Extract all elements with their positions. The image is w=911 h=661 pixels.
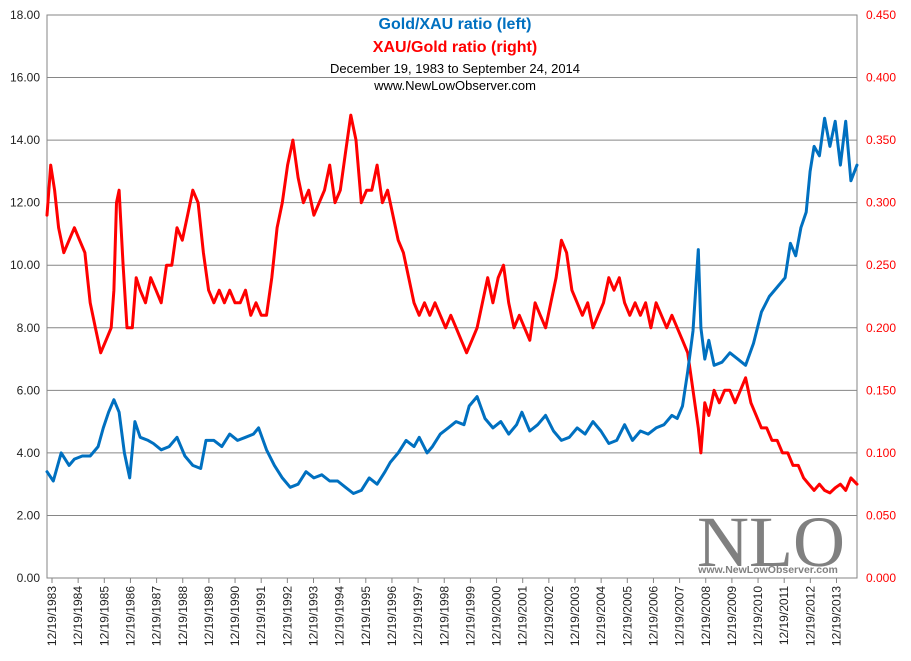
x-tick-label: 12/19/1983: [45, 586, 59, 646]
x-tick-label: 12/19/2004: [594, 586, 608, 646]
x-tick-label: 12/19/2005: [620, 586, 634, 646]
x-tick-label: 12/19/1997: [411, 586, 425, 646]
left-tick-label: 6.00: [17, 383, 41, 397]
right-tick-label: 0.350: [866, 133, 896, 147]
x-tick-label: 12/19/2007: [673, 586, 687, 646]
right-tick-label: 0.000: [866, 571, 896, 585]
x-tick-label: 12/19/2009: [725, 586, 739, 646]
left-tick-label: 14.00: [10, 133, 40, 147]
date-range: December 19, 1983 to September 24, 2014: [330, 61, 580, 76]
x-tick-label: 12/19/1991: [254, 586, 268, 646]
x-tick-label: 12/19/2008: [699, 586, 713, 646]
nlo-watermark: NLO www.NewLowObserver.com: [697, 502, 845, 582]
x-tick-label: 12/19/2010: [751, 586, 765, 646]
right-tick-label: 0.150: [866, 383, 896, 397]
x-tick-label: 12/19/1998: [437, 586, 451, 646]
right-tick-label: 0.450: [866, 8, 896, 22]
x-tick-label: 12/19/2001: [516, 586, 530, 646]
x-tick-label: 12/19/1990: [228, 586, 242, 646]
watermark-logo: NLO: [697, 502, 845, 582]
x-tick-label: 12/19/1993: [307, 586, 321, 646]
x-tick-label: 12/19/1984: [71, 586, 85, 646]
right-tick-label: 0.050: [866, 508, 896, 522]
x-axis-ticks: 12/19/1983 12/19/1984 12/19/1985 12/19/1986…: [45, 578, 844, 646]
left-tick-label: 12.00: [10, 196, 40, 210]
x-tick-label: 12/19/2002: [542, 586, 556, 646]
gold-xau-series-line: [45, 116, 859, 495]
watermark-url: www.NewLowObserver.com: [697, 564, 838, 576]
left-tick-label: 4.00: [17, 446, 41, 460]
x-tick-label: 12/19/1995: [359, 586, 373, 646]
x-tick-label: 12/19/1987: [150, 586, 164, 646]
right-axis-ticks: 0.000 0.050 0.100 0.150 0.200 0.250 0.300 0.350…: [866, 8, 896, 585]
x-tick-label: 12/19/1992: [280, 586, 294, 646]
right-tick-label: 0.300: [866, 196, 896, 210]
right-tick-label: 0.100: [866, 446, 896, 460]
left-axis-ticks: 0.00 2.00 4.00 6.00 8.00 10.00 12.00 14.00 16.00…: [10, 8, 40, 585]
x-tick-label: 12/19/1996: [385, 586, 399, 646]
x-tick-label: 12/19/2003: [568, 586, 582, 646]
left-tick-label: 18.00: [10, 8, 40, 22]
x-tick-label: 12/19/1989: [202, 586, 216, 646]
x-tick-label: 12/19/1986: [123, 586, 137, 646]
x-tick-label: 12/19/1994: [333, 586, 347, 646]
chart-subtitle: XAU/Gold ratio (right): [373, 39, 537, 56]
plot-area: [46, 14, 858, 579]
left-tick-label: 16.00: [10, 71, 40, 85]
right-tick-label: 0.400: [866, 71, 896, 85]
left-tick-label: 10.00: [10, 258, 40, 272]
right-tick-label: 0.200: [866, 321, 896, 335]
x-tick-label: 12/19/2000: [490, 586, 504, 646]
x-tick-label: 12/19/2013: [830, 586, 844, 646]
left-tick-label: 8.00: [17, 321, 41, 335]
x-tick-label: 12/19/1999: [463, 586, 477, 646]
x-tick-label: 12/19/2006: [646, 586, 660, 646]
x-tick-label: 12/19/1985: [97, 586, 111, 646]
x-tick-label: 12/19/2011: [777, 586, 791, 645]
chart-title: Gold/XAU ratio (left): [379, 16, 532, 33]
x-tick-label: 12/19/1988: [176, 586, 190, 646]
left-tick-label: 0.00: [17, 571, 41, 585]
right-tick-label: 0.250: [866, 258, 896, 272]
series-layer: [45, 113, 859, 495]
x-tick-label: 12/19/2012: [803, 586, 817, 646]
xau-gold-series-line: [45, 113, 859, 495]
website: www.NewLowObserver.com: [373, 78, 536, 93]
left-tick-label: 2.00: [17, 508, 41, 522]
